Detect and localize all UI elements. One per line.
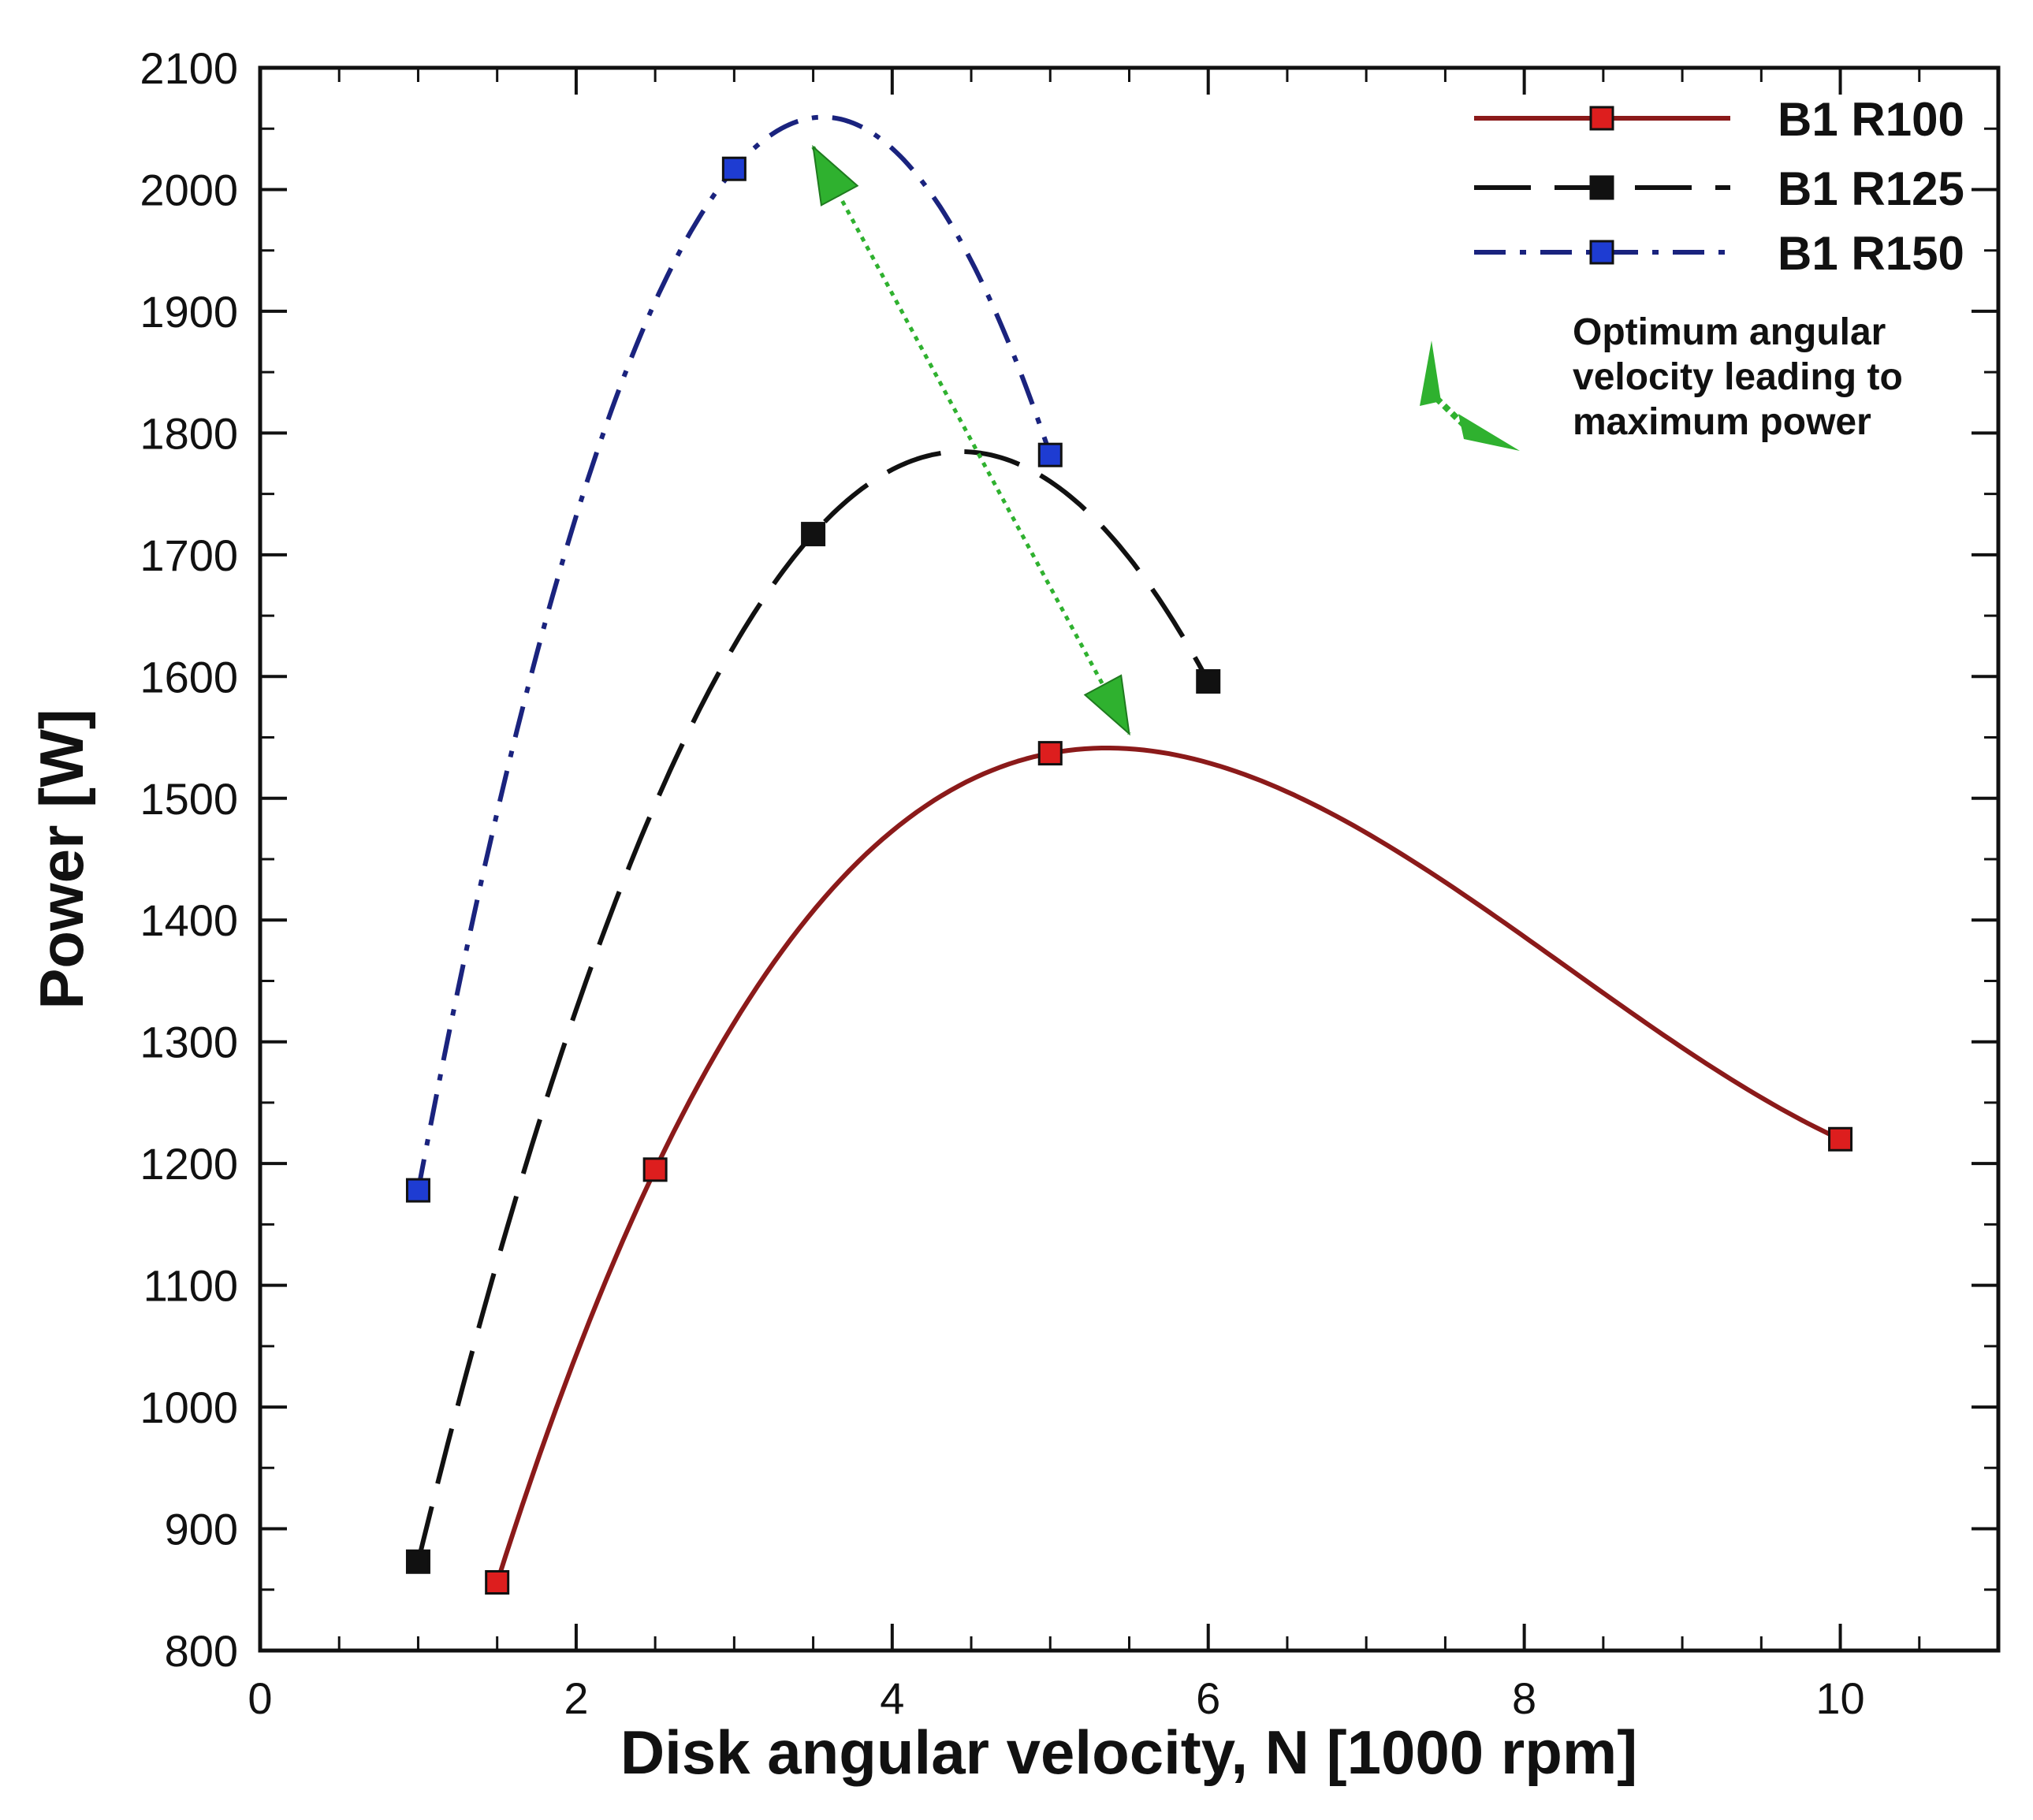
series-line-b1-r150: [415, 114, 1053, 1191]
legend-label: B1 R125: [1778, 162, 1964, 215]
series-line-b1-r125: [415, 449, 1211, 1562]
optimum-arrow: [811, 144, 1131, 736]
data-point-b1-r100: [485, 1570, 510, 1595]
x-tick-label: 4: [880, 1673, 904, 1723]
data-point-b1-r100: [1037, 741, 1063, 766]
y-axis-title: Power [W]: [27, 709, 96, 1009]
y-tick-label: 1400: [140, 895, 238, 945]
data-point-b1-r100: [1828, 1126, 1853, 1152]
annotation-arrow-shaft: [1434, 396, 1467, 428]
y-tick-label: 1800: [140, 408, 238, 458]
plot-frame: [258, 65, 2001, 1653]
legend-marker: [1589, 240, 1614, 265]
x-axis-title: Disk angular velocity, N [1000 rpm]: [620, 1718, 1637, 1787]
x-tick-label: 8: [1512, 1673, 1536, 1723]
data-point-b1-r125: [1196, 668, 1221, 694]
x-tick-label: 10: [1815, 1673, 1864, 1723]
data-point-b1-r150: [721, 156, 747, 181]
y-tick-label: 800: [165, 1626, 238, 1676]
data-point-b1-r125: [405, 1549, 430, 1574]
data-point-b1-r150: [1037, 442, 1063, 467]
y-tick-label: 2000: [140, 165, 238, 214]
x-axis-ticks: 0 2 4 6 8 10: [248, 68, 1921, 1723]
optimum-arrowhead-top: [812, 144, 859, 207]
y-axis-ticks: 800 900 1000 1100 1200 1300 1400 1500 1600 1700 18…: [140, 43, 1998, 1676]
optimum-arrow-line: [811, 146, 1131, 735]
y-tick-label: 1900: [140, 287, 238, 337]
legend-marker: [1589, 175, 1614, 200]
annotation-line-1: Optimum angular: [1573, 311, 1886, 353]
annotation-line-2: velocity leading to: [1573, 356, 1903, 398]
y-tick-label: 1300: [140, 1018, 238, 1067]
y-tick-label: 2100: [140, 43, 238, 93]
legend-label: B1 R100: [1778, 93, 1964, 146]
x-tick-label: 6: [1196, 1673, 1220, 1723]
y-tick-label: 1600: [140, 652, 238, 702]
series-markers: [405, 156, 1853, 1595]
y-tick-label: 1200: [140, 1139, 238, 1189]
series-line-b1-r100: [494, 746, 1841, 1584]
legend: B1 R100 B1 R125 B1 R150: [1474, 93, 1964, 280]
y-tick-label: 1000: [140, 1383, 238, 1432]
y-tick-label: 1700: [140, 530, 238, 580]
x-tick-label: 2: [564, 1673, 588, 1723]
annotation-line-3: maximum power: [1573, 401, 1871, 443]
annotation-arrow-icon: [1420, 341, 1520, 451]
data-point-b1-r150: [405, 1178, 430, 1203]
y-tick-label: 900: [165, 1505, 238, 1554]
y-tick-label: 1500: [140, 774, 238, 824]
data-point-b1-r100: [642, 1157, 668, 1182]
legend-marker: [1589, 106, 1614, 131]
annotation: Optimum angular velocity leading to maxi…: [1420, 311, 1903, 451]
y-tick-label: 1100: [143, 1261, 238, 1311]
x-tick-label: 0: [248, 1673, 272, 1723]
optimum-arrowhead-bottom: [1083, 674, 1130, 736]
data-point-b1-r125: [801, 522, 826, 547]
legend-label: B1 R150: [1778, 227, 1964, 280]
